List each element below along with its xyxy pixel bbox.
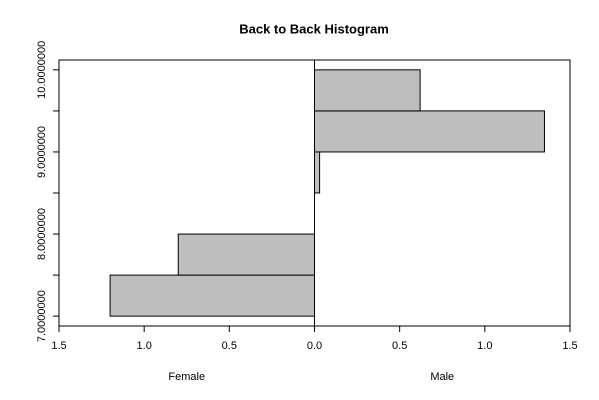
y-tick-label: 7.0000000 (36, 290, 48, 342)
x-tick-label: 1.5 (51, 340, 66, 352)
series-label: Female (168, 371, 205, 383)
series-label: Male (430, 371, 454, 383)
x-tick-label: 1.0 (137, 340, 152, 352)
bar (109, 274, 315, 317)
x-tick-label: 1.5 (562, 340, 577, 352)
x-tick-label: 0.5 (222, 340, 237, 352)
chart-title: Back to Back Histogram (239, 21, 389, 36)
bar (314, 69, 421, 112)
bar (314, 110, 545, 153)
x-tick-label: 1.0 (477, 340, 492, 352)
x-tick-label: 0.5 (392, 340, 407, 352)
bar (177, 233, 315, 276)
x-tick-label: 0.0 (307, 340, 322, 352)
bar (314, 151, 321, 194)
y-tick-label: 9.0000000 (36, 126, 48, 178)
y-tick-label: 10.0000000 (36, 41, 48, 99)
y-tick-label: 8.0000000 (36, 208, 48, 260)
